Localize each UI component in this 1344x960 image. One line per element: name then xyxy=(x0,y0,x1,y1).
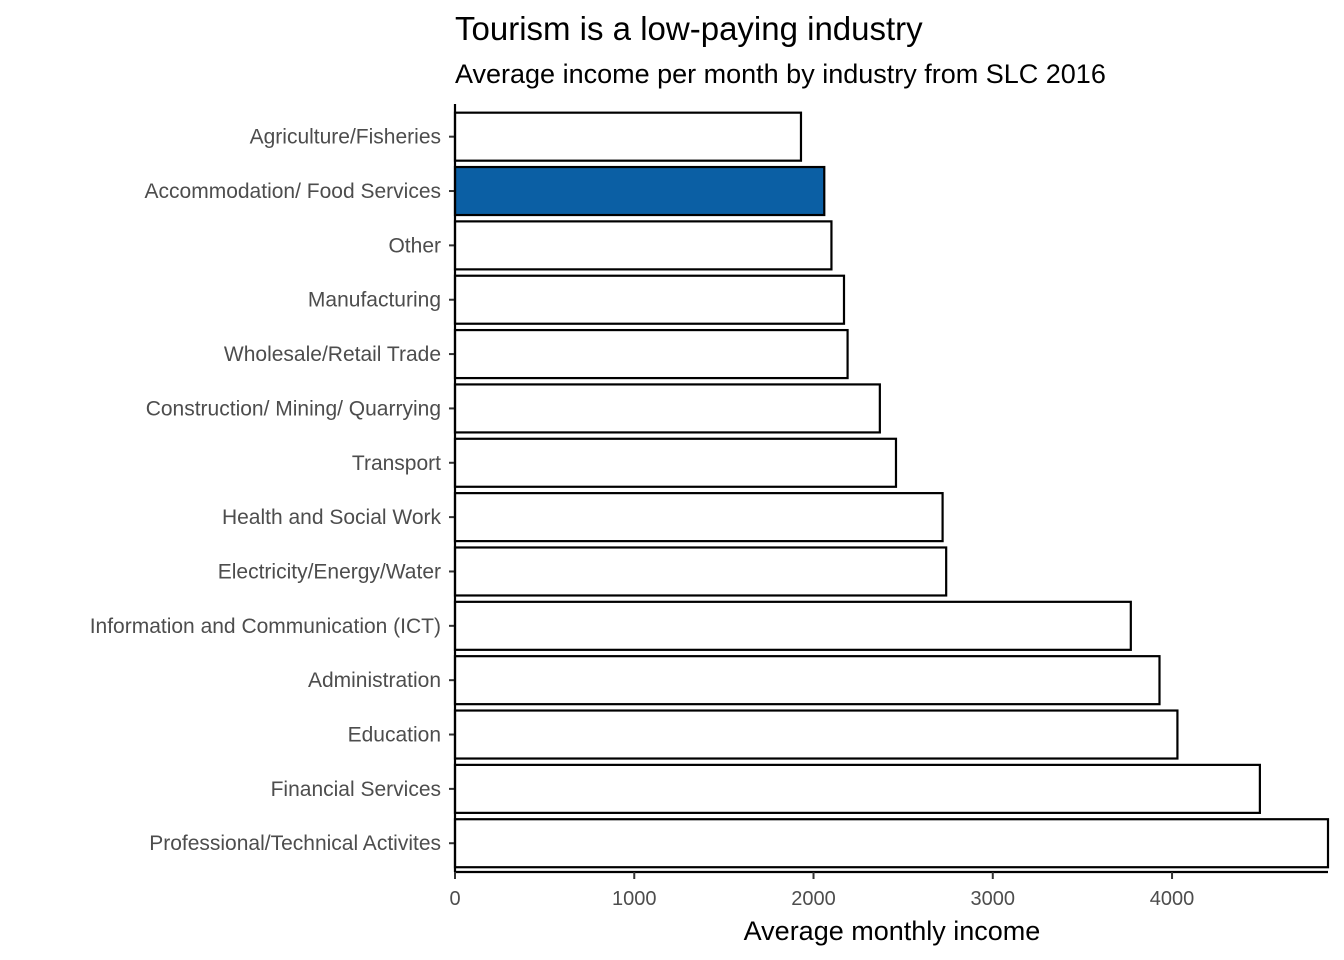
x-axis: 0 1000 2000 3000 4000 xyxy=(449,870,1328,910)
bar-accommodation-food-services xyxy=(453,165,826,217)
x-tick-label-3000: 3000 xyxy=(971,888,1016,910)
y-tick-label-education: Education xyxy=(348,724,441,747)
chart-subtitle: Average income per month by industry fro… xyxy=(455,59,1106,89)
bar-financial-services xyxy=(453,763,1261,814)
y-tick-label-professional-technical-activites: Professional/Technical Activites xyxy=(149,832,441,855)
x-tick-label-4000: 4000 xyxy=(1150,888,1195,910)
bar-professional-technical-activites xyxy=(453,818,1330,869)
y-tick-label-health-and-social-work: Health and Social Work xyxy=(222,506,442,529)
bars-group xyxy=(453,111,1330,869)
bar-manufacturing xyxy=(453,274,846,325)
x-tick-label-0: 0 xyxy=(449,888,460,910)
y-tick-label-agriculture-fisheries: Agriculture/Fisheries xyxy=(250,126,441,149)
y-tick-label-information-and-communication-ict: Information and Communication (ICT) xyxy=(90,615,441,638)
y-axis: Agriculture/Fisheries Accommodation/ Food… xyxy=(90,104,457,872)
y-tick-label-transport: Transport xyxy=(352,452,441,475)
bar-other xyxy=(453,220,833,271)
x-axis-title: Average monthly income xyxy=(744,916,1041,946)
bar-electricity-energy-water xyxy=(453,546,948,597)
bar-information-and-communication-ict xyxy=(453,600,1132,651)
y-tick-label-electricity-energy-water: Electricity/Energy/Water xyxy=(218,560,441,583)
bar-education xyxy=(453,709,1179,760)
y-tick-label-other: Other xyxy=(388,234,441,257)
bar-agriculture-fisheries xyxy=(453,111,803,162)
bar-wholesale-retail-trade xyxy=(453,328,849,380)
y-tick-label-construction-mining-quarrying: Construction/ Mining/ Quarrying xyxy=(146,397,441,420)
bar-transport xyxy=(453,437,898,488)
y-tick-label-financial-services: Financial Services xyxy=(271,778,441,801)
x-tick-label-2000: 2000 xyxy=(791,888,836,910)
y-tick-label-wholesale-retail-trade: Wholesale/Retail Trade xyxy=(224,343,441,366)
y-tick-label-manufacturing: Manufacturing xyxy=(308,289,441,312)
bar-health-and-social-work xyxy=(453,492,944,543)
x-tick-label-1000: 1000 xyxy=(612,888,657,910)
chart-title: Tourism is a low-paying industry xyxy=(455,10,923,47)
y-tick-label-accommodation-food-services: Accommodation/ Food Services xyxy=(145,180,441,203)
bar-construction-mining-quarrying xyxy=(453,383,881,434)
y-tick-label-administration: Administration xyxy=(308,669,441,692)
bar-administration xyxy=(453,655,1161,706)
